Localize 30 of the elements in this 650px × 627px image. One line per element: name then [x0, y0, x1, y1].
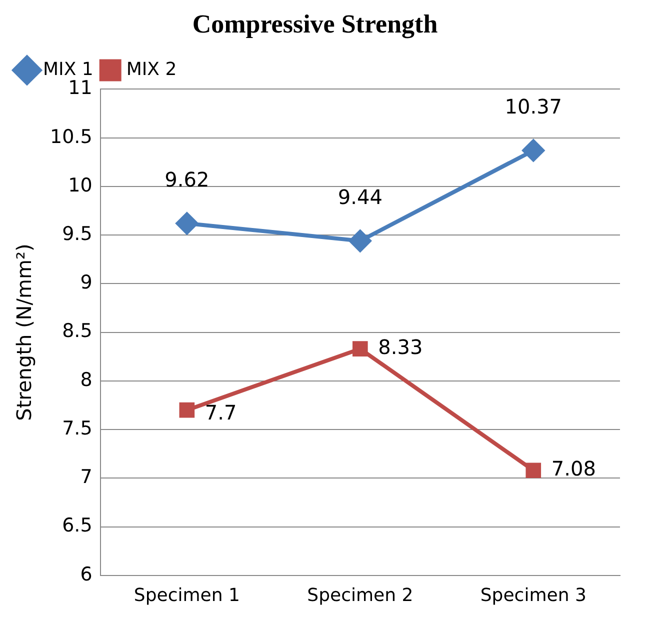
legend-label: MIX 1 — [43, 58, 94, 80]
point — [352, 341, 368, 356]
data-label: 7.7 — [204, 400, 237, 424]
x-tick-label: Specimen 3 — [480, 584, 586, 606]
y-tick-label: 10 — [68, 174, 92, 196]
x-tick-label: Specimen 1 — [134, 584, 240, 606]
y-tick-label: 6.5 — [62, 514, 92, 537]
chart-title: Compressive Strength — [192, 9, 438, 38]
data-label: 9.44 — [338, 185, 382, 210]
y-axis-title: Strength (N/mm²) — [12, 244, 36, 421]
y-tick-label: 9.5 — [62, 222, 92, 245]
point — [526, 462, 542, 478]
y-tick-label: 7.5 — [62, 417, 92, 440]
point — [176, 212, 198, 234]
y-tick-label: 8 — [80, 368, 92, 391]
legend-label: MIX 2 — [126, 58, 177, 80]
data-label: 10.37 — [504, 94, 562, 119]
data-label: 9.62 — [164, 168, 210, 192]
y-tick-label: 11 — [68, 77, 92, 100]
y-tick-label: 10.5 — [50, 126, 92, 148]
data-label: 8.33 — [378, 335, 423, 360]
y-tick-label: 6 — [80, 563, 92, 586]
y-tick-label: 8.5 — [62, 320, 92, 342]
y-tick-label: 9 — [80, 272, 92, 294]
x-tick-label: Specimen 2 — [307, 584, 414, 606]
y-tick-label: 7 — [80, 466, 92, 488]
point — [349, 230, 372, 252]
point — [179, 402, 195, 418]
data-label: 7.08 — [551, 456, 596, 481]
point — [522, 139, 544, 162]
